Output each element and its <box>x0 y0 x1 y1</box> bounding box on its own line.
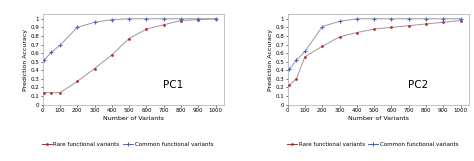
Text: PC2: PC2 <box>408 80 428 90</box>
Text: PC1: PC1 <box>163 80 183 90</box>
Y-axis label: Prediction Accuracy: Prediction Accuracy <box>23 28 27 91</box>
X-axis label: Number of Variants: Number of Variants <box>103 116 164 121</box>
Y-axis label: Prediction Accuracy: Prediction Accuracy <box>268 28 273 91</box>
Legend: Rare functional variants, Common functional variants: Rare functional variants, Common functio… <box>287 142 458 147</box>
Legend: Rare functional variants, Common functional variants: Rare functional variants, Common functio… <box>42 142 213 147</box>
X-axis label: Number of Variants: Number of Variants <box>348 116 409 121</box>
